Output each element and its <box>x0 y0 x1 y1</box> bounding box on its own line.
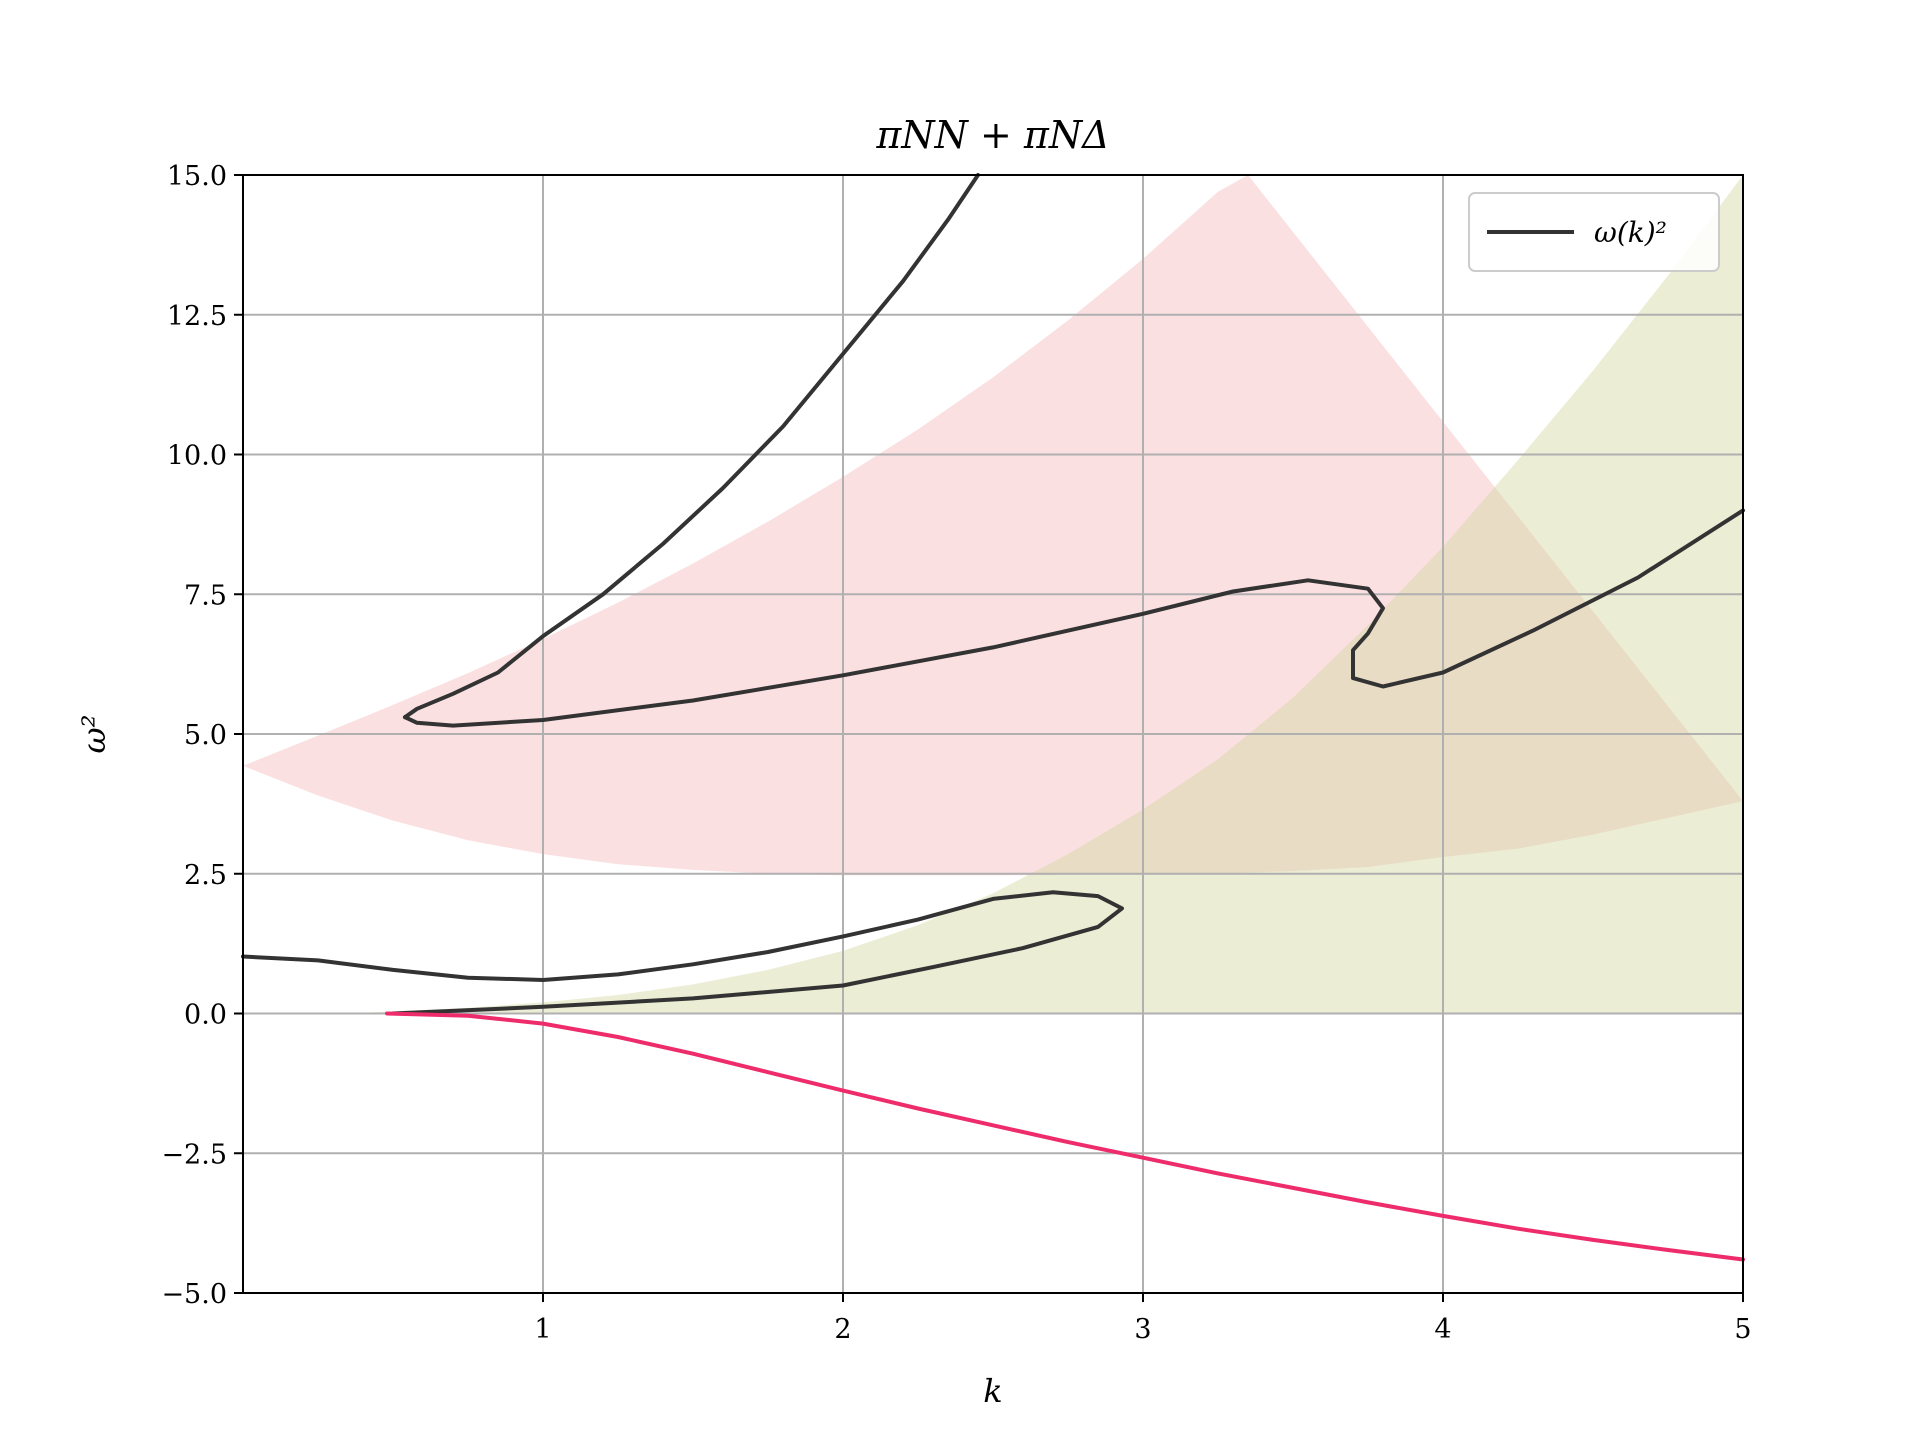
grid <box>243 174 1744 1294</box>
series-line-1 <box>403 508 1745 728</box>
legend: ω(k)² <box>1468 192 1720 272</box>
y-tick-label-6: 10.0 <box>167 441 227 472</box>
series-lines <box>241 173 1745 1262</box>
legend-entry-label: ω(k)² <box>1594 216 1667 249</box>
x-tick-label-2: 3 <box>1134 1314 1151 1345</box>
y-tick-label-0: −5.0 <box>161 1279 227 1310</box>
chart-title: πNN + πNΔ <box>875 113 1109 157</box>
y-tick-label-7: 12.5 <box>167 301 227 332</box>
x-tick-label-1: 2 <box>834 1314 851 1345</box>
y-tick-label-2: 0.0 <box>184 1000 227 1031</box>
band-1 <box>348 175 1743 1014</box>
x-tick-label-0: 1 <box>534 1314 551 1345</box>
band-0 <box>243 175 1743 876</box>
x-axis-label: k <box>983 1372 1002 1410</box>
shaded-bands <box>243 175 1743 1014</box>
y-tick-label-5: 7.5 <box>184 580 227 611</box>
y-tick-label-1: −2.5 <box>161 1139 227 1170</box>
x-tick-label-3: 4 <box>1434 1314 1451 1345</box>
x-tick-label-4: 5 <box>1734 1314 1751 1345</box>
axis-ticks: 1 2 3 4 5 −5.0 −2.5 0.0 2.5 5.0 7.5 10.0 12.5 15.0 <box>161 161 1751 1345</box>
legend-box <box>1468 192 1720 272</box>
series-line-0 <box>403 173 980 720</box>
series-line-3 <box>385 1011 1745 1262</box>
y-axis-label: ω² <box>75 715 113 754</box>
y-tick-label-4: 5.0 <box>184 720 227 751</box>
y-tick-label-8: 15.0 <box>167 161 227 192</box>
y-tick-label-3: 2.5 <box>184 860 227 891</box>
series-line-2 <box>241 890 1124 1016</box>
